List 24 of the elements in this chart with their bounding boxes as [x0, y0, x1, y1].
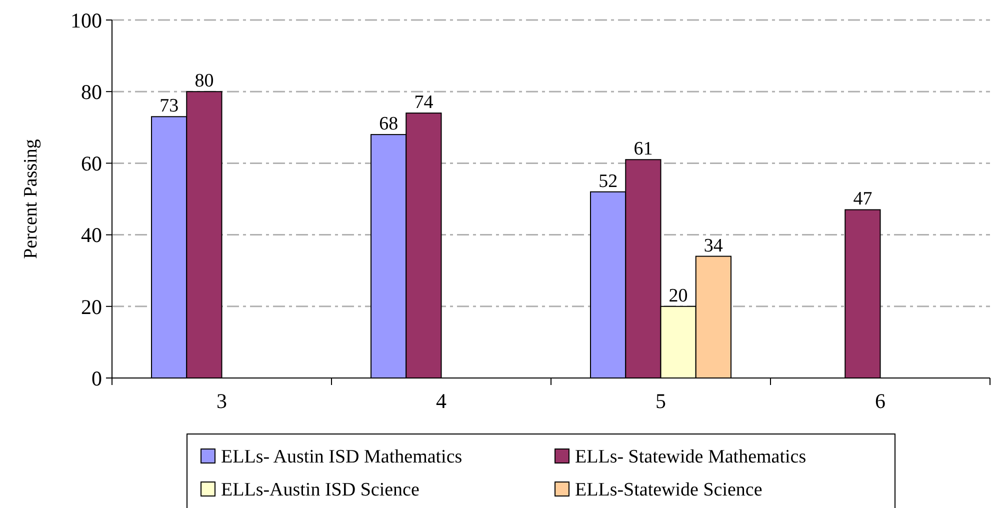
- data-label: 52: [598, 170, 618, 192]
- x-tick-label: 4: [436, 389, 447, 413]
- legend-label: ELLs-Austin ISD Science: [221, 480, 420, 501]
- x-tick-label: 5: [656, 389, 666, 413]
- data-label: 61: [634, 138, 653, 160]
- x-tick-label: 3: [216, 389, 227, 413]
- data-label: 20: [668, 285, 688, 306]
- legend-label: ELLs-Statewide Science: [575, 480, 762, 501]
- data-label: 34: [704, 235, 724, 256]
- data-label: 47: [853, 188, 872, 210]
- y-tick-label: 60: [81, 152, 102, 176]
- y-axis-title: Percent Passing: [20, 138, 42, 259]
- data-label: 68: [379, 114, 398, 135]
- legend-label: ELLs- Austin ISD Mathematics: [221, 446, 462, 468]
- y-tick-label: 100: [70, 8, 102, 32]
- y-tick-label: 0: [92, 366, 102, 390]
- legend-label: ELLs- Statewide Mathematics: [575, 446, 806, 468]
- y-tick-label: 20: [81, 294, 102, 319]
- data-label: 80: [194, 70, 214, 92]
- data-label: 73: [160, 96, 179, 117]
- data-label: 74: [414, 92, 434, 114]
- y-tick-label: 80: [81, 80, 102, 104]
- x-tick-label: 6: [875, 389, 886, 413]
- y-tick-label: 40: [81, 223, 102, 248]
